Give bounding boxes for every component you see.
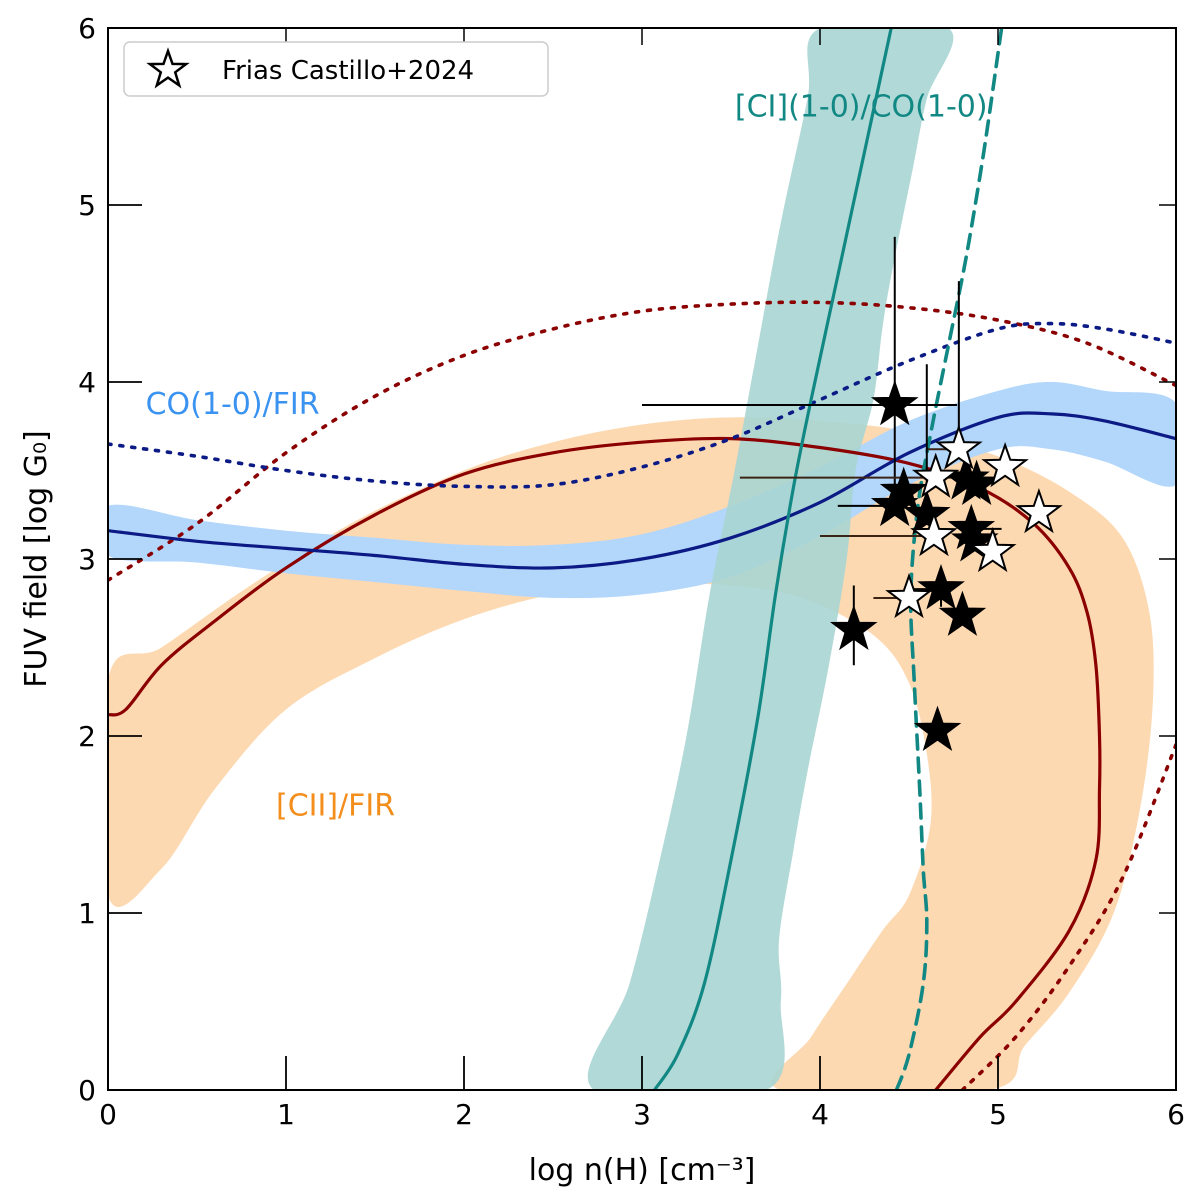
data-point-star-2 [911,452,960,498]
data-point-star-8 [903,489,951,535]
y-tick-label-1: 1 [78,897,96,930]
band-ci-1-0-co-1-0-uncertainty-band [587,28,954,1090]
data-point-star-15 [885,572,933,619]
data-point-star-9 [1015,487,1063,534]
x-tick-label-1: 1 [277,1098,295,1131]
x-tick-label-6: 6 [1167,1098,1185,1131]
y-tick-label-6: 6 [78,12,96,45]
data-point-star-3 [981,441,1029,488]
band-co-1-0-fir-uncertainty-band [108,382,1176,599]
y-tick-label-0: 0 [78,1074,96,1107]
data-point-star-18 [913,705,962,751]
data-point-star-14 [917,564,965,610]
line-ci-1-0-co-1-0-model-solid [652,28,893,1090]
line-cii-fir-model-dotted-1 [960,743,1176,1090]
plot-frame [107,27,1177,1091]
data-point-star-1 [935,424,983,470]
x-axis-label: log n(H) [cm⁻³] [529,1153,756,1188]
data-point-star-7 [952,459,1001,505]
data-point-star-16 [938,590,987,636]
y-tick-label-4: 4 [78,366,96,399]
annotation-cii-fir: [CII]/FIR [276,789,395,824]
annotation-co-fir: CO(1-0)/FIR [146,387,320,422]
line-cii-fir-model-solid [108,436,1102,1090]
band-cii-fir-uncertainty-band [108,417,1154,1090]
data-point-star-5 [870,480,919,527]
x-tick-label-3: 3 [633,1098,651,1131]
axis-ticks: 0 1 2 3 4 5 6 0 1 2 3 4 5 6 [78,12,1185,1131]
legend-box [123,41,549,97]
y-tick-label-3: 3 [78,543,96,576]
x-tick-label-0: 0 [99,1098,117,1131]
line-co-1-0-fir-model-dotted [108,321,1176,489]
data-point-star-13 [968,526,1017,573]
data-points [829,379,1063,751]
y-axis-label: FUV field [log G₀] [19,430,54,688]
line-cii-fir-model-dotted-0 [108,300,1176,582]
line-co-1-0-fir-model-solid [108,411,1176,570]
legend-label: Frias Castillo+2024 [222,56,474,86]
x-tick-label-2: 2 [455,1098,473,1131]
data-point-star-0 [870,379,919,426]
y-tick-label-5: 5 [78,189,96,222]
annotation-ci-co: [CI](1-0)/CO(1-0) [735,90,988,125]
x-tick-label-4: 4 [811,1098,829,1131]
legend: Frias Castillo+2024 [123,41,549,97]
uncertainty-bands [108,28,1176,1090]
legend-star-icon [146,47,190,89]
x-tick-label-5: 5 [989,1098,1007,1131]
data-point-star-10 [910,510,958,557]
y-tick-label-2: 2 [78,720,96,753]
data-point-star-17 [829,604,878,651]
